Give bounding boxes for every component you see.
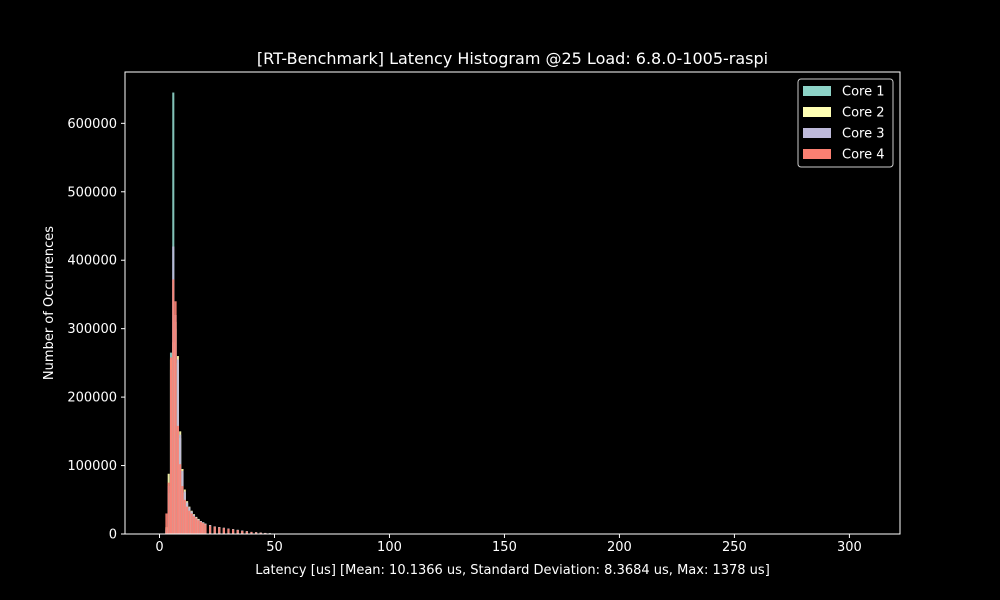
series-1 bbox=[165, 92, 276, 535]
histogram-bar bbox=[176, 425, 179, 534]
x-tick-label: 250 bbox=[722, 540, 747, 555]
y-axis-ticks: 0 100000 200000 300000 400000 500000 600000 bbox=[67, 117, 125, 543]
plot-frame bbox=[124, 71, 901, 535]
histogram-bar bbox=[195, 518, 198, 534]
y-tick-label: 600000 bbox=[67, 117, 117, 132]
histogram-bar bbox=[245, 531, 248, 534]
histogram-bar bbox=[192, 516, 196, 534]
legend-label: Core 2 bbox=[842, 106, 885, 121]
histogram-bar bbox=[241, 530, 244, 534]
histogram-bar bbox=[218, 527, 221, 534]
histogram-bar bbox=[190, 513, 193, 534]
legend-swatch bbox=[803, 86, 831, 96]
y-tick-label: 0 bbox=[109, 528, 117, 543]
histogram-bar bbox=[179, 464, 182, 534]
x-tick-label: 50 bbox=[266, 540, 283, 555]
histogram-bar bbox=[183, 499, 186, 534]
histogram-bar bbox=[186, 506, 189, 534]
x-tick-label: 0 bbox=[155, 540, 163, 555]
y-tick-label: 300000 bbox=[67, 322, 117, 337]
x-axis-label: Latency [us] [Mean: 10.1366 us, Standard… bbox=[255, 563, 770, 578]
histogram-bar bbox=[255, 532, 258, 534]
y-tick-label: 100000 bbox=[67, 459, 117, 474]
histogram-bar bbox=[202, 523, 205, 534]
histogram-bar bbox=[169, 357, 173, 534]
histogram-bar bbox=[199, 521, 202, 534]
series-4 bbox=[165, 279, 276, 534]
histogram-bar bbox=[227, 528, 230, 534]
histogram-bar bbox=[204, 524, 207, 534]
histogram-bar bbox=[213, 526, 216, 534]
x-tick-label: 100 bbox=[377, 540, 402, 555]
histogram-bar bbox=[232, 529, 235, 534]
bars-layer bbox=[165, 92, 276, 535]
histogram-bar bbox=[172, 279, 175, 534]
histogram-bar bbox=[188, 510, 191, 534]
x-tick-label: 200 bbox=[607, 540, 632, 555]
legend-label: Core 1 bbox=[842, 85, 885, 100]
histogram-bar bbox=[165, 513, 168, 534]
histogram-bar bbox=[174, 301, 177, 534]
histogram-bar bbox=[236, 530, 239, 534]
histogram-bar bbox=[209, 525, 212, 534]
legend-swatch bbox=[803, 149, 831, 159]
legend-label: Core 3 bbox=[842, 127, 885, 142]
chart-title: [RT-Benchmark] Latency Histogram @25 Loa… bbox=[257, 49, 768, 68]
y-axis-label: Number of Occurrences bbox=[42, 226, 57, 380]
legend-swatch bbox=[803, 128, 831, 138]
legend-label: Core 4 bbox=[842, 148, 885, 163]
x-tick-label: 300 bbox=[837, 540, 862, 555]
histogram-bar bbox=[167, 482, 170, 534]
legend: Core 1 Core 2 Core 3 Core 4 bbox=[797, 78, 894, 168]
y-tick-label: 200000 bbox=[67, 391, 117, 406]
y-tick-label: 400000 bbox=[67, 254, 117, 269]
y-tick-label: 500000 bbox=[67, 185, 117, 200]
legend-swatch bbox=[803, 107, 831, 117]
histogram-bar bbox=[181, 486, 184, 534]
histogram-bar bbox=[259, 532, 262, 534]
histogram-bar bbox=[197, 520, 200, 534]
x-axis-ticks: 0 50 100 150 200 250 300 bbox=[155, 534, 862, 555]
histogram-bar bbox=[222, 528, 225, 534]
legend-box bbox=[797, 78, 894, 168]
x-tick-label: 150 bbox=[492, 540, 517, 555]
histogram-bar bbox=[250, 532, 253, 534]
